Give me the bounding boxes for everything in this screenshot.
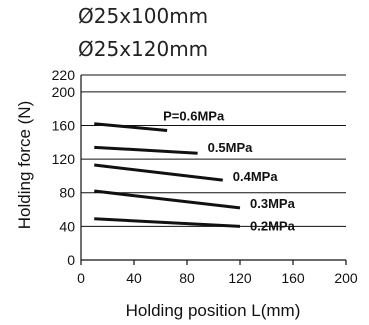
title-line-2: Ø25x120mm (78, 37, 208, 61)
x-axis-label: Holding position L(mm) (126, 301, 301, 320)
x-tick-label-0: 0 (77, 270, 85, 286)
series-labels: P=0.6MPa 0.5MPa 0.4MPa 0.3MPa 0.2MPa (163, 109, 295, 234)
y-tick-label-0: 0 (67, 252, 75, 268)
title-line-1: Ø25x100mm (78, 4, 208, 28)
y-axis-label: Holding force (N) (15, 101, 34, 230)
series-line-2 (94, 163, 223, 182)
y-tick-label-200: 200 (52, 84, 76, 100)
series-label-4: 0.2MPa (250, 218, 296, 233)
series-label-3: 0.3MPa (250, 196, 296, 211)
x-tick-label-120: 120 (228, 270, 252, 286)
y-tick-label-220: 220 (52, 67, 76, 83)
series-line-0 (94, 122, 168, 132)
chart-titles: Ø25x100mm Ø25x120mm (78, 4, 208, 61)
y-tick-label-120: 120 (52, 151, 76, 167)
axes (80, 75, 346, 261)
series-line-4 (94, 217, 241, 228)
x-tick-label-80: 80 (179, 270, 195, 286)
series-line-1 (94, 145, 198, 155)
series-label-2: 0.4MPa (233, 169, 279, 184)
series-lines (94, 122, 241, 228)
series-label-1: 0.5MPa (208, 140, 254, 155)
x-tick-label-160: 160 (281, 270, 305, 286)
x-tick-label-40: 40 (126, 270, 142, 286)
y-tick-label-40: 40 (59, 218, 75, 234)
y-tick-label-160: 160 (52, 117, 76, 133)
x-tick-label-200: 200 (334, 270, 358, 286)
series-label-0: P=0.6MPa (163, 109, 225, 124)
series-line-3 (94, 189, 241, 210)
y-tick-label-80: 80 (59, 185, 75, 201)
